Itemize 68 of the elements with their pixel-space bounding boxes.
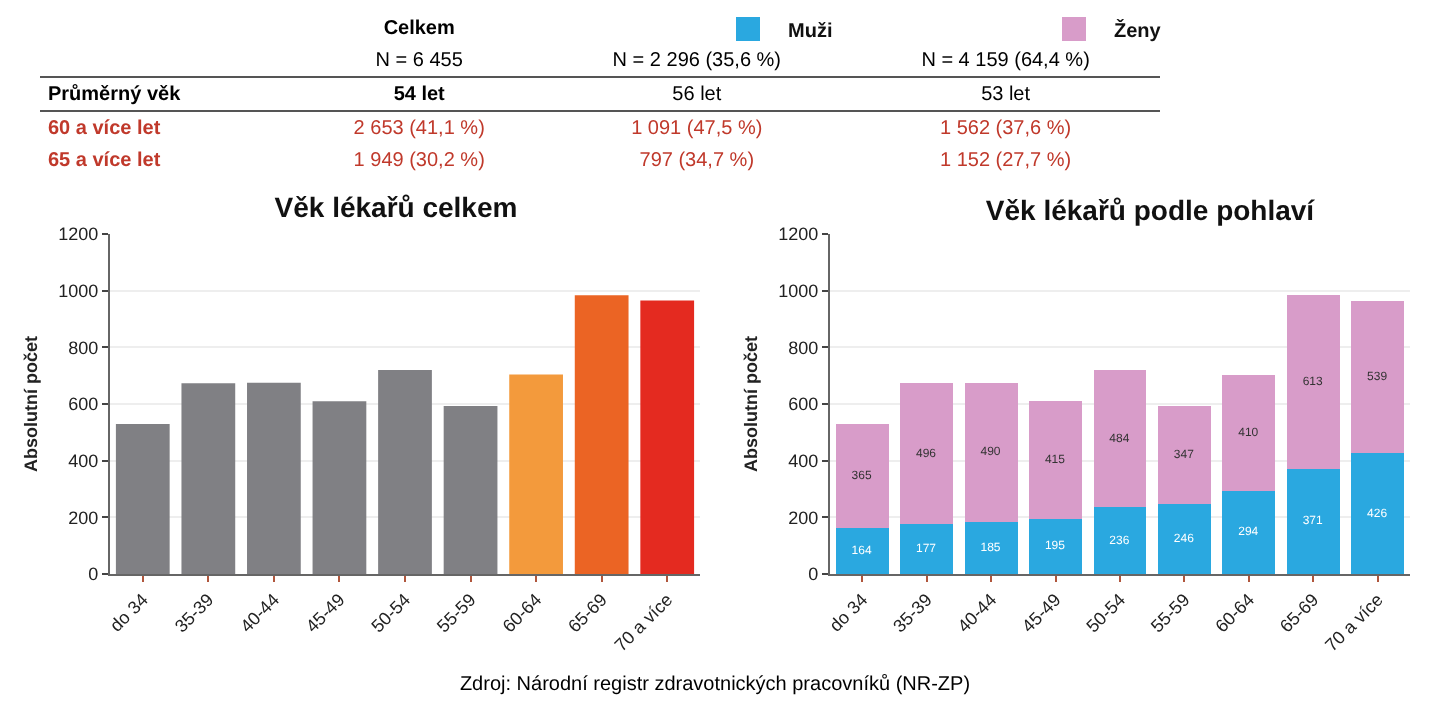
text: Celkem bbox=[381, 15, 457, 43]
text: 65 a více let bbox=[46, 147, 163, 175]
bar bbox=[574, 295, 629, 574]
text: 1 562 (37,6 %) bbox=[937, 115, 1074, 143]
text: 54 let bbox=[296, 77, 543, 111]
bar bbox=[378, 370, 432, 574]
y-tick-label: 200 bbox=[68, 507, 99, 528]
text: 56 let bbox=[542, 77, 852, 111]
bar bbox=[1222, 374, 1276, 491]
bar bbox=[247, 382, 301, 574]
bar bbox=[1286, 295, 1340, 469]
bar bbox=[1286, 468, 1340, 574]
y-axis-title: Absolutní počet bbox=[21, 336, 42, 472]
text: 53 let bbox=[851, 77, 1160, 111]
bar bbox=[835, 527, 889, 574]
y-tick-label: 1000 bbox=[58, 280, 99, 301]
y-tick-label: 1200 bbox=[778, 224, 819, 245]
text: Průměrný věk bbox=[40, 77, 296, 111]
bar bbox=[900, 383, 954, 524]
text: N = 2 296 (35,6 %) bbox=[610, 47, 784, 75]
y-tick-label: 200 bbox=[788, 507, 819, 528]
y-tick-label: 600 bbox=[788, 394, 819, 415]
text: 1 152 (27,7 %) bbox=[937, 147, 1074, 175]
bar bbox=[900, 523, 954, 574]
bar bbox=[312, 401, 367, 574]
x-tick-label: 70 a více bbox=[610, 589, 677, 656]
text: 60 a více let bbox=[46, 115, 163, 143]
legend-label: Muži bbox=[788, 20, 833, 43]
text: 797 (34,7 %) bbox=[637, 147, 757, 175]
bar bbox=[1222, 490, 1276, 574]
x-tick-label: do 34 bbox=[105, 589, 152, 636]
text: 1 091 (47,5 %) bbox=[629, 115, 765, 143]
bar bbox=[835, 424, 889, 528]
bar bbox=[1093, 507, 1147, 574]
bar bbox=[1093, 370, 1147, 508]
text: 2 653 (41,1 %) bbox=[351, 115, 487, 143]
y-axis-title: Absolutní počet bbox=[741, 336, 762, 472]
bar bbox=[1029, 518, 1082, 574]
y-tick-label: 800 bbox=[68, 337, 99, 358]
y-tick-label: 1200 bbox=[58, 224, 99, 245]
text: N = 6 455 bbox=[373, 47, 465, 75]
y-tick-label: 0 bbox=[808, 564, 819, 585]
chart-title: Věk lékařů celkem bbox=[274, 190, 518, 223]
bar bbox=[640, 300, 695, 574]
y-tick-label: 800 bbox=[788, 337, 819, 358]
text: Zdroj: Národní registr zdravotnických pracovníků (NR-ZP) bbox=[457, 674, 973, 696]
text: N = 4 159 (64,4 %) bbox=[919, 47, 1092, 75]
bar bbox=[964, 521, 1018, 574]
y-tick-label: 400 bbox=[788, 450, 819, 471]
bar bbox=[509, 374, 563, 574]
y-tick-label: 400 bbox=[68, 450, 99, 471]
bar bbox=[1158, 504, 1211, 574]
y-tick-label: 600 bbox=[68, 394, 99, 415]
bar bbox=[181, 383, 236, 574]
y-tick-label: 1000 bbox=[778, 280, 819, 301]
bar bbox=[115, 424, 170, 574]
bar bbox=[1158, 405, 1211, 505]
bar bbox=[1351, 453, 1405, 574]
legend-label: Ženy bbox=[1114, 18, 1162, 43]
bar bbox=[1029, 401, 1082, 519]
chart-title: Věk lékařů podle pohlaví bbox=[985, 193, 1317, 226]
y-tick-label: 0 bbox=[88, 564, 99, 585]
bar bbox=[1351, 300, 1405, 454]
x-tick-label: do 34 bbox=[825, 589, 872, 636]
bar bbox=[443, 405, 498, 574]
x-tick-label: 70 a více bbox=[1321, 589, 1387, 656]
bar bbox=[964, 382, 1018, 522]
text: 1 949 (30,2 %) bbox=[351, 147, 487, 175]
